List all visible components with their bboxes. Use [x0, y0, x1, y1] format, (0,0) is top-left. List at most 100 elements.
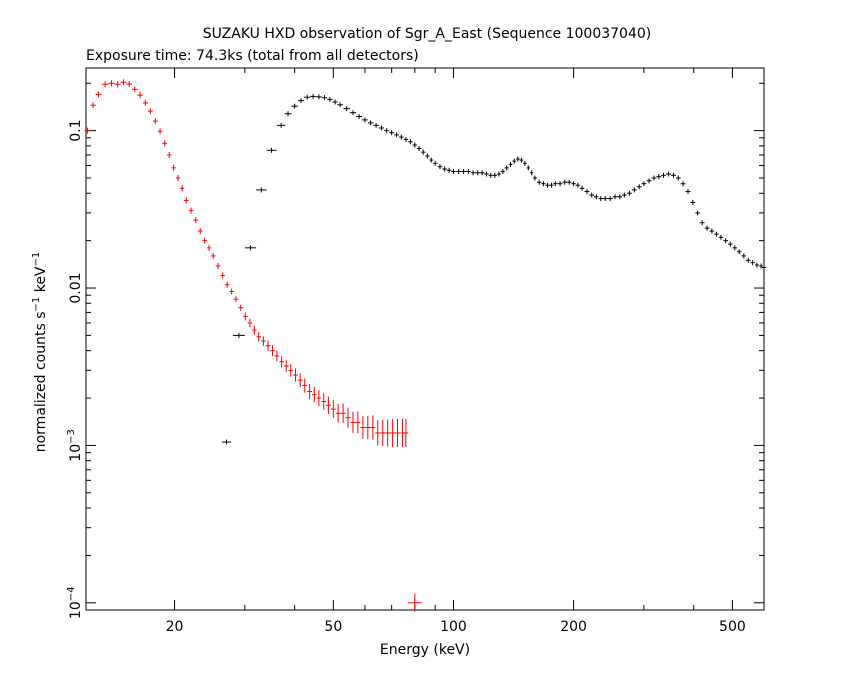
data-point: [84, 127, 91, 134]
data-point: [456, 168, 462, 174]
data-point: [284, 111, 292, 117]
data-point: [589, 192, 595, 198]
data-point: [349, 110, 357, 116]
data-point: [425, 153, 430, 159]
data-point: [685, 189, 691, 195]
data-point: [297, 98, 305, 104]
data-point: [277, 122, 286, 128]
y-tick-label: 0.1: [68, 119, 84, 141]
data-point: [321, 393, 327, 410]
data-point: [728, 241, 733, 247]
data-point: [356, 113, 363, 119]
data-point: [451, 168, 456, 174]
y-axis-ticks: 0.1 0.01 10−3 10−4: [66, 82, 764, 620]
data-point: [302, 378, 308, 393]
data-point: [549, 182, 554, 188]
y-tick-label: 10−3: [66, 429, 84, 462]
data-point: [95, 91, 102, 98]
chart-title: SUZAKU HXD observation of Sgr_A_East (Se…: [203, 26, 651, 42]
data-point: [180, 185, 185, 192]
data-point: [529, 170, 534, 176]
data-point: [367, 120, 374, 126]
y-axis-label: normalized counts s−1 keV−1: [31, 252, 49, 453]
data-point: [274, 350, 280, 362]
data-point: [337, 102, 344, 108]
data-point: [412, 142, 417, 148]
data-point: [210, 252, 216, 259]
data-point: [621, 192, 627, 198]
data-point: [238, 304, 244, 311]
data-point: [512, 158, 517, 164]
data-point: [266, 147, 277, 153]
data-point: [562, 179, 567, 185]
data-point: [750, 260, 755, 266]
data-point: [256, 332, 261, 342]
data-point: [533, 175, 537, 181]
data-point: [307, 384, 312, 399]
data-point: [332, 99, 338, 105]
data-point: [626, 190, 632, 196]
data-point: [475, 170, 480, 176]
data-point: [162, 140, 168, 147]
x-tick-label: 100: [440, 619, 467, 635]
data-point: [466, 168, 471, 174]
data-point: [137, 92, 143, 99]
chart-subtitle: Exposure time: 74.3ks (total from all de…: [86, 48, 419, 64]
data-point: [224, 281, 230, 288]
data-point: [232, 332, 245, 338]
data-point: [545, 182, 550, 188]
data-point: [206, 244, 212, 251]
data-point: [311, 386, 317, 403]
data-point: [403, 418, 409, 447]
data-series: [84, 79, 767, 612]
x-tick-label: 500: [719, 619, 746, 635]
data-point: [330, 400, 336, 419]
data-point: [256, 187, 267, 193]
data-point: [247, 318, 253, 328]
data-point: [492, 172, 497, 178]
data-point: [484, 171, 489, 177]
data-point: [283, 359, 289, 372]
data-point: [661, 172, 666, 178]
data-point: [243, 312, 248, 321]
data-point: [345, 407, 351, 428]
data-point: [421, 149, 426, 155]
data-point: [390, 418, 396, 447]
data-point: [704, 225, 710, 231]
data-point: [496, 171, 501, 177]
x-tick-label: 200: [560, 619, 587, 635]
data-point: [651, 175, 657, 181]
data-point: [541, 181, 546, 187]
data-point: [101, 81, 109, 88]
data-point: [297, 373, 303, 387]
data-point: [167, 152, 172, 159]
data-point: [310, 93, 317, 99]
data-point: [252, 325, 257, 335]
data-point: [265, 340, 271, 351]
data-point: [398, 134, 404, 140]
data-point: [523, 160, 527, 166]
data-point: [270, 345, 275, 356]
data-point: [408, 139, 413, 145]
data-point: [316, 390, 322, 407]
data-point: [579, 185, 585, 191]
data-point: [429, 157, 434, 163]
data-point: [741, 253, 747, 259]
data-point: [612, 194, 618, 200]
data-point: [378, 125, 385, 131]
data-point: [723, 238, 729, 244]
x-axis-ticks: 20 50 100 200 500: [166, 68, 765, 635]
data-point: [732, 245, 738, 251]
data-point: [636, 184, 642, 190]
data-point: [671, 172, 676, 178]
data-point: [761, 265, 767, 271]
data-point: [718, 234, 724, 240]
data-point: [617, 194, 623, 200]
data-point: [370, 415, 376, 440]
data-point: [656, 174, 662, 180]
data-point: [602, 196, 608, 202]
data-point: [500, 168, 505, 174]
y-tick-label: 10−4: [66, 587, 84, 620]
data-point: [504, 165, 509, 171]
